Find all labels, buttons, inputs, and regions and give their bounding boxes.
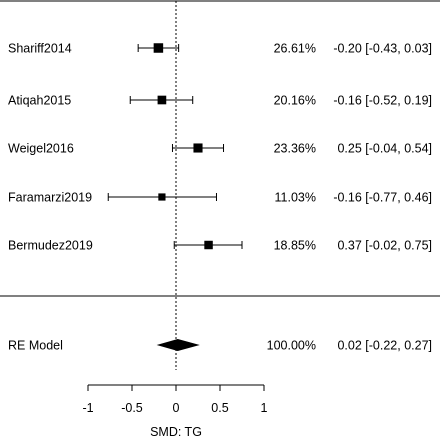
x-tick-label: 1 <box>261 401 268 415</box>
study-weight: 18.85% <box>274 239 316 253</box>
x-tick-label: 0 <box>173 401 180 415</box>
study-label: Faramarzi2019 <box>8 191 92 205</box>
summary-weight: 100.00% <box>267 339 316 353</box>
study-estimate-ci: 0.25 [-0.04, 0.54] <box>337 142 432 156</box>
x-axis-label: SMD: TG <box>150 425 202 439</box>
study-row: Bermudez2019 18.85% 0.37 [-0.02, 0.75] <box>8 239 432 253</box>
study-label: Weigel2016 <box>8 142 74 156</box>
point-estimate-marker <box>157 95 167 105</box>
study-weight: 20.16% <box>274 94 316 108</box>
study-estimate-ci: 0.37 [-0.02, 0.75] <box>337 239 432 253</box>
summary-row: RE Model 100.00% 0.02 [-0.22, 0.27] <box>8 339 432 353</box>
x-tick-label: -1 <box>82 401 93 415</box>
study-estimate-ci: -0.16 [-0.52, 0.19] <box>333 94 432 108</box>
x-tick-label: 0.5 <box>211 401 228 415</box>
point-estimate-marker <box>193 143 203 153</box>
point-estimate-marker <box>204 240 213 250</box>
study-row: Atiqah2015 20.16% -0.16 [-0.52, 0.19] <box>8 94 432 108</box>
summary-diamond <box>156 339 200 351</box>
study-weight: 26.61% <box>274 42 316 56</box>
study-estimate-ci: -0.20 [-0.43, 0.03] <box>333 42 432 56</box>
summary-estimate-ci: 0.02 [-0.22, 0.27] <box>337 339 432 353</box>
study-label: Shariff2014 <box>8 42 72 56</box>
x-tick-label: -0.5 <box>121 401 143 415</box>
study-label: Bermudez2019 <box>8 239 93 253</box>
study-weight: 23.36% <box>274 142 316 156</box>
study-row: Shariff2014 26.61% -0.20 [-0.43, 0.03] <box>8 42 432 56</box>
study-row: Weigel2016 23.36% 0.25 [-0.04, 0.54] <box>8 142 432 156</box>
study-row: Faramarzi2019 11.03% -0.16 [-0.77, 0.46] <box>8 191 432 205</box>
study-weight: 11.03% <box>275 191 316 205</box>
point-estimate-marker <box>158 193 166 201</box>
study-rows: Shariff2014 26.61% -0.20 [-0.43, 0.03] Atiq… <box>8 42 432 253</box>
x-axis: -1 -0.5 0 0.5 1 <box>82 384 268 415</box>
study-estimate-ci: -0.16 [-0.77, 0.46] <box>333 191 432 205</box>
point-estimate-marker <box>153 43 164 53</box>
study-label: Atiqah2015 <box>8 94 71 108</box>
summary-label: RE Model <box>8 339 63 353</box>
